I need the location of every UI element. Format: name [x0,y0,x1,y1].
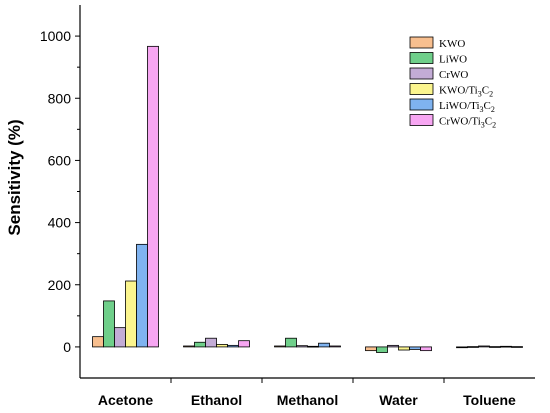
bar-liwo-ti3c2-toluene [500,345,512,348]
bar-crwo-ti3c2-methanol [329,345,341,348]
legend-swatch [409,67,434,80]
x-category-label: Acetone [98,392,153,408]
y-tick-label: 0 [63,339,71,355]
legend-label: KWO/Ti3C2 [439,85,493,99]
bar-crwo-water [387,344,399,348]
bar-crwo-ti3c2-toluene [511,346,523,348]
bar-kwo-ti3c2-toluene [489,346,501,348]
bar-liwo-ethanol [194,341,206,348]
bar-liwo-toluene [467,346,479,348]
bar-liwo-methanol [285,337,297,348]
bar-liwo-ti3c2-water [409,346,421,350]
bar-kwo-toluene [456,346,468,349]
y-tick-label: 600 [48,152,72,168]
legend-swatch [409,83,434,95]
axes: 0 200 400 600 800 1000 Acetone Ethanol Methanol W… [40,5,535,408]
bar-crwo-ti3c2-water [420,346,432,352]
bar-kwo-water [365,346,377,352]
legend-swatch [409,98,434,111]
bar-crwo-ethanol [205,337,217,348]
bar-kwo-methanol [274,345,286,348]
bar-crwo-ti3c2-ethanol [238,340,250,348]
bar-kwo-ti3c2-acetone [125,280,137,348]
legend-label: KWO [439,38,465,50]
bar-crwo-acetone [114,327,126,348]
y-tick-label: 200 [48,277,72,293]
y-tick-label: 1000 [40,28,71,44]
bar-liwo-ti3c2-acetone [136,243,148,348]
bar-liwo-water [376,346,388,353]
x-category-label: Toluene [463,392,516,408]
y-axis-title: Sensitivity (%) [5,119,24,235]
bar-crwo-toluene [478,345,490,348]
bar-kwo-ti3c2-water [398,346,410,351]
bar-crwo-ti3c2-acetone [147,45,159,348]
bar-layer [92,45,523,353]
legend-swatch [409,114,434,126]
legend-label: LiWO/Ti3C2 [439,100,495,114]
legend-label: CrWO/Ti3C2 [439,116,496,130]
bar-kwo-ti3c2-ethanol [216,344,228,348]
bar-liwo-acetone [103,300,115,348]
x-category-label: Ethanol [191,392,242,408]
legend-label: LiWO [439,54,467,66]
bar-liwo-ti3c2-methanol [318,342,330,348]
x-category-label: Water [379,392,418,408]
bar-kwo-acetone [92,336,104,348]
y-tick-label: 800 [48,90,72,106]
y-tick-label: 400 [48,215,72,231]
legend-swatch [409,36,434,49]
x-category-label: Methanol [277,392,338,408]
bar-kwo-ti3c2-methanol [307,345,319,348]
legend-swatch [409,52,434,64]
bar-liwo-ti3c2-ethanol [227,344,239,348]
legend-label: CrWO [439,69,468,81]
bar-kwo-ethanol [183,345,195,348]
bar-crwo-methanol [296,345,308,348]
